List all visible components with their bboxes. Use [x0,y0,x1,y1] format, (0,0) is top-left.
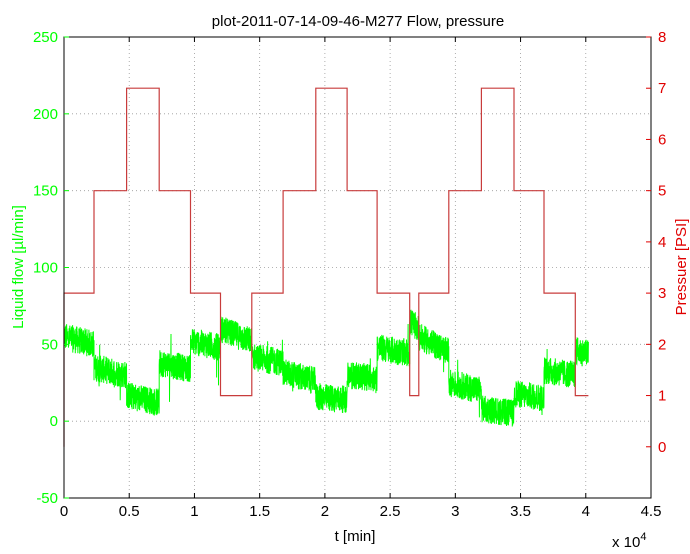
y-right-tick-label: 5 [658,183,666,200]
x-tick-label: 4.5 [641,503,662,520]
x-multiplier-exponent: 4 [640,531,646,543]
chart-title: plot-2011-07-14-09-46-M277 Flow, pressur… [212,13,504,30]
y-right-tick-label: 3 [658,285,666,302]
y-right-tick-label: 6 [658,131,666,148]
ticks-layer: 0 0.5 1 1.5 2 2.5 3 3.5 4 4.5-5005010015020025001… [33,29,666,520]
y-left-tick-label: 150 [33,183,58,200]
x-tick-label: 2.5 [380,503,401,520]
x-tick-label: 3.5 [510,503,531,520]
x-tick-label: 3 [451,503,459,520]
x-multiplier-label: x 104 [612,531,646,551]
pressure-series [63,87,589,447]
y-right-tick-label: 4 [658,234,666,251]
y-right-tick-label: 2 [658,336,666,353]
y-right-tick-label: 1 [658,388,666,405]
y-left-tick-label: 100 [33,260,58,277]
x-multiplier-base: x 10 [612,534,640,551]
y-left-tick-label: -50 [36,490,58,507]
y-right-tick-label: 7 [658,80,666,97]
x-tick-label: 0.5 [119,503,140,520]
y-left-axis-label: Liquid flow [µl/min] [10,205,27,329]
x-tick-label: 0 [60,503,68,520]
liquid-flow-line [63,309,589,427]
y-left-tick-label: 0 [50,413,58,430]
pressure-step-line [63,87,589,447]
y-right-tick-label: 8 [658,29,666,46]
x-axis-label: t [min] [335,528,376,545]
x-tick-label: 1 [190,503,198,520]
y-right-axis-label: Pressuer [PSI] [673,219,690,316]
x-tick-label: 1.5 [249,503,270,520]
grid-layer [64,37,651,498]
x-tick-label: 2 [321,503,329,520]
liquid-flow-series [63,309,589,427]
y-left-tick-label: 50 [41,336,58,353]
y-left-tick-label: 200 [33,106,58,123]
y-left-tick-label: 250 [33,29,58,46]
y-right-tick-label: 0 [658,439,666,456]
x-tick-label: 4 [582,503,590,520]
